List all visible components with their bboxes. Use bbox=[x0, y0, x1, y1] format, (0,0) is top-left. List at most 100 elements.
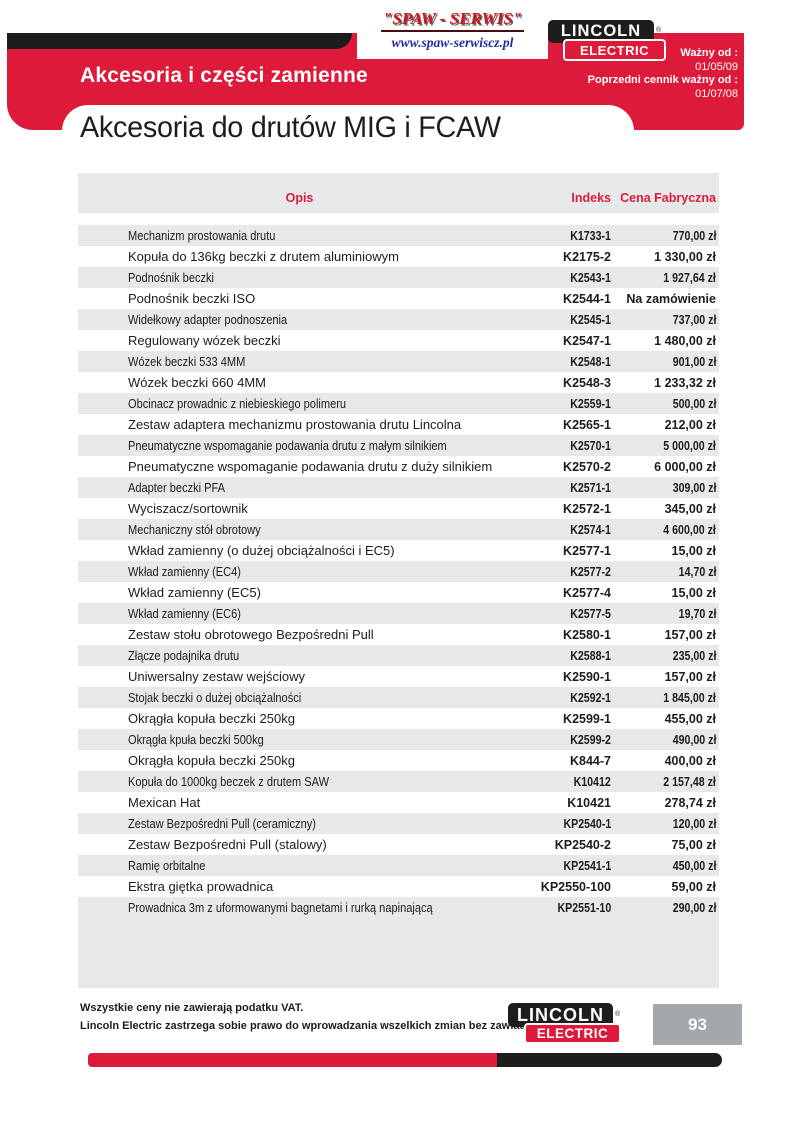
cell-opis: Wyciszacz/sortownik bbox=[128, 501, 248, 516]
header-white-notch bbox=[62, 105, 634, 131]
table-row: Wkład zamienny (o dużej obciążalności i … bbox=[78, 540, 719, 561]
cell-opis: Zestaw Bezpośredni Pull (stalowy) bbox=[128, 837, 327, 852]
table-row: Regulowany wózek beczki K2547-1 1 480,00… bbox=[78, 330, 719, 351]
column-header-opis: Opis bbox=[285, 190, 314, 205]
cell-opis: Podnośnik beczki ISO bbox=[128, 291, 256, 306]
cell-cena: 4 600,00 zł bbox=[663, 522, 716, 537]
lincoln-electric-logo-footer: LINCOLN ELECTRIC ® bbox=[508, 1003, 621, 1044]
cell-cena: 5 000,00 zł bbox=[663, 438, 716, 453]
cell-opis: Kopuła do 1000kg beczek z drutem SAW bbox=[128, 774, 330, 789]
cell-indeks: K2574-1 bbox=[570, 522, 611, 537]
cell-cena: 290,00 zł bbox=[672, 900, 716, 915]
cell-indeks: K10412 bbox=[573, 774, 611, 789]
table-header: Opis Indeks Cena Fabryczna bbox=[78, 173, 719, 213]
cell-indeks: K2571-1 bbox=[570, 480, 611, 495]
cell-cena: 15,00 zł bbox=[671, 543, 716, 558]
bottom-bar bbox=[88, 1053, 722, 1067]
table-row: Podnośnik beczki ISO K2544-1 Na zamówien… bbox=[78, 288, 719, 309]
table-header-gap bbox=[78, 213, 719, 225]
registered-trademark-icon: ® bbox=[615, 1011, 621, 1018]
cell-cena: 1 233,32 zł bbox=[654, 375, 716, 390]
cell-opis: Mexican Hat bbox=[128, 795, 201, 810]
cell-opis: Podnośnik beczki bbox=[128, 270, 214, 285]
table-row: Ekstra giętka prowadnica KP2550-100 59,0… bbox=[78, 876, 719, 897]
cell-cena: 455,00 zł bbox=[664, 711, 716, 726]
cell-indeks: K2577-4 bbox=[563, 585, 611, 600]
cell-indeks: K2544-1 bbox=[563, 291, 611, 306]
cell-indeks: K2570-2 bbox=[563, 459, 611, 474]
cell-opis: Zestaw stołu obrotowego Bezpośredni Pull bbox=[128, 627, 374, 642]
spaw-serwis-url: www.spaw-serwiscz.pl bbox=[391, 35, 514, 50]
cell-opis: Mechaniczny stół obrotowy bbox=[128, 522, 261, 537]
cell-cena: 1 845,00 zł bbox=[663, 690, 716, 705]
cell-opis: Wózek beczki 660 4MM bbox=[128, 375, 266, 390]
table-row: Zestaw stołu obrotowego Bezpośredni Pull… bbox=[78, 624, 719, 645]
table-row: Wkład zamienny (EC6) K2577-5 19,70 zł bbox=[78, 603, 719, 624]
cell-indeks: K2599-1 bbox=[563, 711, 611, 726]
cell-cena: 737,00 zł bbox=[672, 312, 716, 327]
cell-cena: 1 927,64 zł bbox=[663, 270, 716, 285]
cell-indeks: K2588-1 bbox=[570, 648, 611, 663]
table-row: Wózek beczki 660 4MM K2548-3 1 233,32 zł bbox=[78, 372, 719, 393]
cell-indeks: K2559-1 bbox=[570, 396, 611, 411]
registered-trademark-icon: ® bbox=[656, 27, 662, 34]
price-table: Opis Indeks Cena Fabryczna Mechanizm pro… bbox=[78, 173, 719, 988]
cell-cena: 901,00 zł bbox=[672, 354, 716, 369]
cell-indeks: K2577-2 bbox=[570, 564, 611, 579]
cell-cena: 345,00 zł bbox=[664, 501, 716, 516]
table-row: Okrągła kopuła beczki 250kg K844-7 400,0… bbox=[78, 750, 719, 771]
table-row: Zestaw adaptera mechanizmu prostowania d… bbox=[78, 414, 719, 435]
cell-cena: 157,00 zł bbox=[664, 669, 716, 684]
page-number-box: 93 bbox=[653, 1004, 742, 1045]
cell-opis: Uniwersalny zestaw wejściowy bbox=[128, 669, 305, 684]
cell-cena: 6 000,00 zł bbox=[654, 459, 716, 474]
cell-indeks: K2577-5 bbox=[570, 606, 611, 621]
cell-opis: Zestaw Bezpośredni Pull (ceramiczny) bbox=[128, 816, 316, 831]
cell-cena: 212,00 zł bbox=[664, 417, 716, 432]
table-row: Kopuła do 1000kg beczek z drutem SAW K10… bbox=[78, 771, 719, 792]
cell-opis: Wkład zamienny (o dużej obciążalności i … bbox=[128, 543, 395, 558]
cell-opis: Stojak beczki o dużej obciążalności bbox=[128, 690, 302, 705]
cell-cena: 400,00 zł bbox=[664, 753, 716, 768]
column-header-indeks: Indeks bbox=[571, 190, 611, 205]
cell-opis: Wózek beczki 533 4MM bbox=[128, 354, 246, 369]
cell-indeks: K2572-1 bbox=[563, 501, 611, 516]
table-row: Zestaw Bezpośredni Pull (stalowy) KP2540… bbox=[78, 834, 719, 855]
table-row: Uniwersalny zestaw wejściowy K2590-1 157… bbox=[78, 666, 719, 687]
cell-cena: 157,00 zł bbox=[664, 627, 716, 642]
cell-cena: 278,74 zł bbox=[664, 795, 716, 810]
table-row: Wózek beczki 533 4MM K2548-1 901,00 zł bbox=[78, 351, 719, 372]
cell-opis: Okrągła kopuła beczki 250kg bbox=[128, 753, 295, 768]
cell-indeks: KP2541-1 bbox=[563, 858, 611, 873]
cell-indeks: K2580-1 bbox=[563, 627, 611, 642]
cell-cena: 59,00 zł bbox=[671, 879, 716, 894]
cell-opis: Mechanizm prostowania drutu bbox=[128, 228, 276, 243]
footer-note-vat: Wszystkie ceny nie zawierają podatku VAT… bbox=[80, 1002, 304, 1014]
table-row: Wkład zamienny (EC4) K2577-2 14,70 zł bbox=[78, 561, 719, 582]
cell-opis: Regulowany wózek beczki bbox=[128, 333, 281, 348]
cell-indeks: K2592-1 bbox=[570, 690, 611, 705]
table-row: Obcinacz prowadnic z niebieskiego polime… bbox=[78, 393, 719, 414]
lincoln-electric-logo-top: LINCOLN ELECTRIC ® bbox=[548, 20, 666, 61]
cell-opis: Widełkowy adapter podnoszenia bbox=[128, 312, 288, 327]
cell-opis: Obcinacz prowadnic z niebieskiego polime… bbox=[128, 396, 347, 411]
cell-opis: Pneumatyczne wspomaganie podawania drutu… bbox=[128, 459, 493, 474]
cell-indeks: KP2551-10 bbox=[557, 900, 611, 915]
cell-cena: 235,00 zł bbox=[672, 648, 716, 663]
table-rows: Mechanizm prostowania drutu K1733-1 770,… bbox=[78, 225, 719, 918]
footer-note-disclaimer: Lincoln Electric zastrzega sobie prawo d… bbox=[80, 1020, 571, 1032]
table-row: Kopuła do 136kg beczki z drutem aluminio… bbox=[78, 246, 719, 267]
cell-indeks: KP2540-1 bbox=[563, 816, 611, 831]
cell-indeks: K2599-2 bbox=[570, 732, 611, 747]
column-header-cena: Cena Fabryczna bbox=[620, 190, 716, 205]
previous-pricelist-date: 01/07/08 bbox=[695, 87, 738, 100]
cell-cena: 2 157,48 zł bbox=[663, 774, 716, 789]
cell-cena: 75,00 zł bbox=[671, 837, 716, 852]
cell-cena: 15,00 zł bbox=[671, 585, 716, 600]
cell-opis: Wkład zamienny (EC6) bbox=[128, 606, 241, 621]
electric-wordmark: ELECTRIC bbox=[563, 39, 666, 61]
cell-indeks: KP2540-2 bbox=[554, 837, 611, 852]
table-filler bbox=[78, 918, 719, 988]
cell-opis: Ekstra giętka prowadnica bbox=[128, 879, 274, 894]
